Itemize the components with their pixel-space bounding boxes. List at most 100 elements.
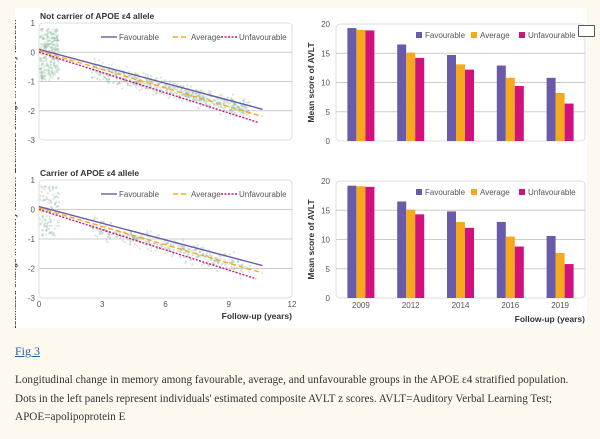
- bar-favourable-2019: [546, 77, 556, 141]
- data-dot: [50, 60, 53, 63]
- data-dot: [39, 35, 42, 39]
- data-dot: [51, 185, 54, 188]
- data-dot: [204, 102, 207, 105]
- data-dot: [156, 234, 159, 237]
- data-dot: [49, 63, 53, 66]
- data-dot: [136, 80, 139, 83]
- data-dot: [50, 232, 53, 235]
- data-dot: [113, 71, 116, 75]
- data-dot: [197, 254, 200, 258]
- expand-icon[interactable]: [578, 25, 595, 37]
- data-dot: [141, 234, 144, 237]
- data-dot: [236, 260, 239, 263]
- data-dot: [211, 261, 215, 265]
- data-dot: [57, 192, 60, 195]
- data-dot: [152, 90, 155, 93]
- data-dot: [232, 105, 235, 108]
- data-dot: [40, 28, 43, 32]
- data-dot: [53, 64, 57, 67]
- data-dot: [175, 92, 178, 95]
- data-dot: [54, 70, 57, 73]
- data-dot: [166, 94, 169, 97]
- data-dot: [57, 221, 60, 224]
- data-dot: [90, 226, 93, 229]
- data-dot: [174, 82, 177, 85]
- data-dot: [226, 95, 229, 99]
- data-dot: [123, 72, 126, 76]
- data-dot: [129, 233, 132, 236]
- data-dot: [147, 75, 150, 79]
- legend-label-unfavourable: Unfavourable: [528, 188, 576, 197]
- data-dot: [115, 235, 118, 238]
- data-dot: [240, 104, 243, 107]
- data-dot: [197, 107, 200, 110]
- data-dot: [53, 37, 57, 40]
- data-dot: [56, 39, 59, 42]
- data-dot: [46, 227, 49, 230]
- data-dot: [219, 255, 222, 258]
- data-dot: [98, 59, 101, 62]
- data-dot: [43, 47, 46, 50]
- data-dot: [108, 233, 111, 236]
- series-line-unfavourable: [38, 208, 257, 280]
- data-dot: [136, 80, 140, 83]
- data-dot: [55, 31, 58, 34]
- data-dot: [240, 104, 243, 107]
- x-tick-label: 12: [288, 300, 297, 309]
- data-dot: [123, 79, 126, 82]
- data-dot: [199, 105, 202, 108]
- data-dot: [230, 266, 233, 269]
- data-dot: [42, 37, 45, 41]
- data-dot: [116, 82, 119, 85]
- data-dot: [181, 246, 184, 249]
- data-dot: [49, 205, 53, 209]
- data-dot: [50, 66, 53, 70]
- data-dot: [192, 254, 195, 257]
- data-dot: [49, 220, 52, 224]
- data-dot: [132, 83, 135, 86]
- data-dot: [134, 79, 137, 82]
- x-tick-label: 2012: [402, 301, 420, 310]
- data-dot: [119, 236, 122, 240]
- data-dot: [52, 40, 55, 43]
- bar-unfavourable-2016: [514, 246, 524, 298]
- data-dot: [121, 87, 124, 90]
- data-dot: [149, 80, 153, 83]
- data-dot: [112, 80, 116, 83]
- data-dot: [40, 210, 43, 213]
- data-dot: [187, 96, 190, 99]
- data-dot: [48, 69, 51, 72]
- data-dot: [155, 91, 158, 94]
- data-dot: [57, 48, 60, 51]
- data-dot: [213, 259, 216, 262]
- data-dot: [156, 76, 159, 79]
- data-dot: [240, 268, 243, 271]
- data-dot: [44, 78, 47, 81]
- data-dot: [96, 76, 99, 79]
- data-dot: [117, 234, 120, 237]
- data-dot: [126, 83, 129, 87]
- data-dot: [57, 76, 60, 80]
- data-dot: [220, 263, 223, 266]
- data-dot: [236, 105, 239, 108]
- data-dot: [41, 186, 44, 189]
- data-dot: [113, 70, 117, 73]
- data-dot: [49, 220, 52, 223]
- data-dot: [231, 259, 234, 262]
- data-dot: [53, 37, 56, 40]
- data-dot: [231, 104, 235, 107]
- data-dot: [133, 83, 137, 86]
- data-dot: [240, 111, 244, 114]
- data-dot: [107, 77, 110, 80]
- data-dot: [49, 56, 52, 59]
- data-dot: [44, 58, 47, 61]
- data-dot: [44, 33, 47, 36]
- data-dot: [182, 247, 185, 250]
- figure-link[interactable]: Fig 3: [15, 344, 41, 358]
- data-dot: [226, 100, 229, 103]
- bar-average-2012: [406, 52, 416, 141]
- data-dot: [239, 113, 242, 116]
- data-dot: [56, 36, 59, 40]
- data-dot: [160, 245, 163, 248]
- data-dot: [220, 257, 223, 260]
